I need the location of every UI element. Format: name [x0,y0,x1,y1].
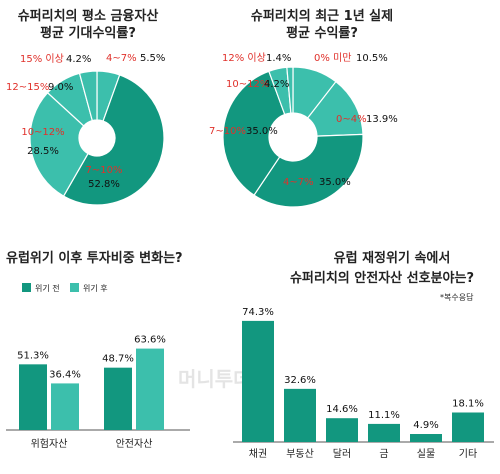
pie2-slice-value-0: 10.5% [356,53,388,64]
bar2-value-4: 4.9% [413,420,438,431]
pie1-slice-2 [29,91,89,197]
bar1-category-0: 위험자산 [31,437,68,450]
pie2-slice-value-3: 35.0% [246,126,278,137]
bar1-bar-0-1 [51,383,79,430]
bar2-bar-3 [368,423,400,442]
bar1-value-0-1: 36.4% [49,369,81,380]
pie1-chart: 4~7% 5.5% 7~10% 52.8% 10~12% 28.5% 12~15%9.0% 1… [6,53,165,206]
pie1-slice-label-0: 4~7% [106,53,137,64]
bar1-value-1-1: 63.6% [134,335,166,346]
pie2-slice-label-3: 7~10% [209,126,246,137]
pie2-slice-label-1: 0~4% [336,114,367,125]
bar2-note: *복수응답 [440,292,474,302]
pie2-slice-value-4: 4.2% [264,79,289,90]
bar2-value-5: 18.1% [452,398,484,409]
pie2-slice-value-2: 35.0% [319,177,351,188]
bar1-value-0-0: 51.3% [17,350,49,361]
bar2-title-line1: 유럽 재정위기 속에서 [334,250,451,266]
bar1-legend-label-after: 위기 후 [83,284,108,293]
pie1-slice-label-1: 7~10% [86,165,123,176]
pie1-slice-value-2: 28.5% [27,146,59,157]
bar1-chart: 51.3%36.4% 위험자산 48.7%63.6% 안전자산 [6,335,190,450]
bar2-value-0: 74.3% [242,307,274,318]
bar2-chart: 74.3% 채권 32.6% 부동산 14.6% 달러 11.1% 금 4.9% 실물 18.1% 기… [233,307,494,460]
pie2-slice-2 [253,133,364,208]
pie2-slice-label-5: 12% 이상 [222,52,266,64]
bar1-bar-0-0 [19,364,47,430]
pie2-slice-3 [222,70,286,196]
bar2-category-2: 달러 [333,448,351,460]
bar2-bar-0 [242,320,274,442]
bar1-bar-1-1 [136,348,164,430]
bar1-legend: 위기 전 위기 후 [22,283,108,293]
bar2-category-5: 기타 [459,448,477,460]
bar2-value-1: 32.6% [284,375,316,386]
pie2-slice-label-0: 0% 미만 [314,52,351,64]
bar2-category-0: 채권 [249,448,267,460]
pie2-slice-value-1: 13.9% [366,114,398,125]
pie1-slice-value-0: 5.5% [140,53,165,64]
bar1-legend-label-before: 위기 전 [35,283,60,293]
pie2-title-line2: 평균 수익률? [286,25,358,41]
bar1-bar-1-0 [104,367,132,430]
pie2-slice-5 [286,66,294,114]
pie1-slice-label-3: 12~15% [6,82,49,93]
pie2-title-line1: 슈퍼리치의 최근 1년 실제 [251,8,393,24]
pie1-slice-4 [78,70,98,122]
bar2-category-3: 금 [379,448,388,460]
bar2-bar-1 [284,388,316,442]
pie1-slice-value-1: 52.8% [88,179,120,190]
bar2-bar-5 [452,412,484,442]
pie1-slice-value-3: 9.0% [48,82,73,93]
bar1-title: 유럽위기 이후 투자비중 변화는? [6,250,183,266]
pie1-slice-1 [62,74,165,206]
pie1-title-line2: 평균 기대수익률? [40,25,136,41]
bar2-value-2: 14.6% [326,404,358,415]
pie2-slice-value-5: 1.4% [266,53,291,64]
pie1-title-line1: 슈퍼리치의 평소 금융자산 [18,8,159,24]
pie2-slice-label-4: 10~12% [226,79,269,90]
pie1-slice-value-4: 4.2% [66,54,91,65]
bar2-bar-4 [410,434,442,442]
pie1-slice-label-2: 10~12% [21,127,64,138]
bar2-category-4: 실물 [417,448,435,460]
bar2-category-1: 부동산 [286,448,314,460]
pie1-slice-label-4: 15% 이상 [20,53,64,65]
bar2-value-3: 11.1% [368,410,400,421]
bar2-bar-2 [326,418,358,442]
bar1-legend-swatch-before [22,283,31,292]
bar1-category-1: 안전자산 [116,438,153,450]
bar2-title-line2: 슈퍼리치의 안전자산 선호분야는? [290,270,474,286]
pie2-chart: 0% 미만 10.5%0~4% 13.9%4~7% 35.0%7~10% 35.0%10… [209,52,398,208]
bar1-value-1-0: 48.7% [102,354,134,365]
bar1-legend-swatch-after [70,283,79,292]
pie2-slice-label-2: 4~7% [283,177,314,188]
